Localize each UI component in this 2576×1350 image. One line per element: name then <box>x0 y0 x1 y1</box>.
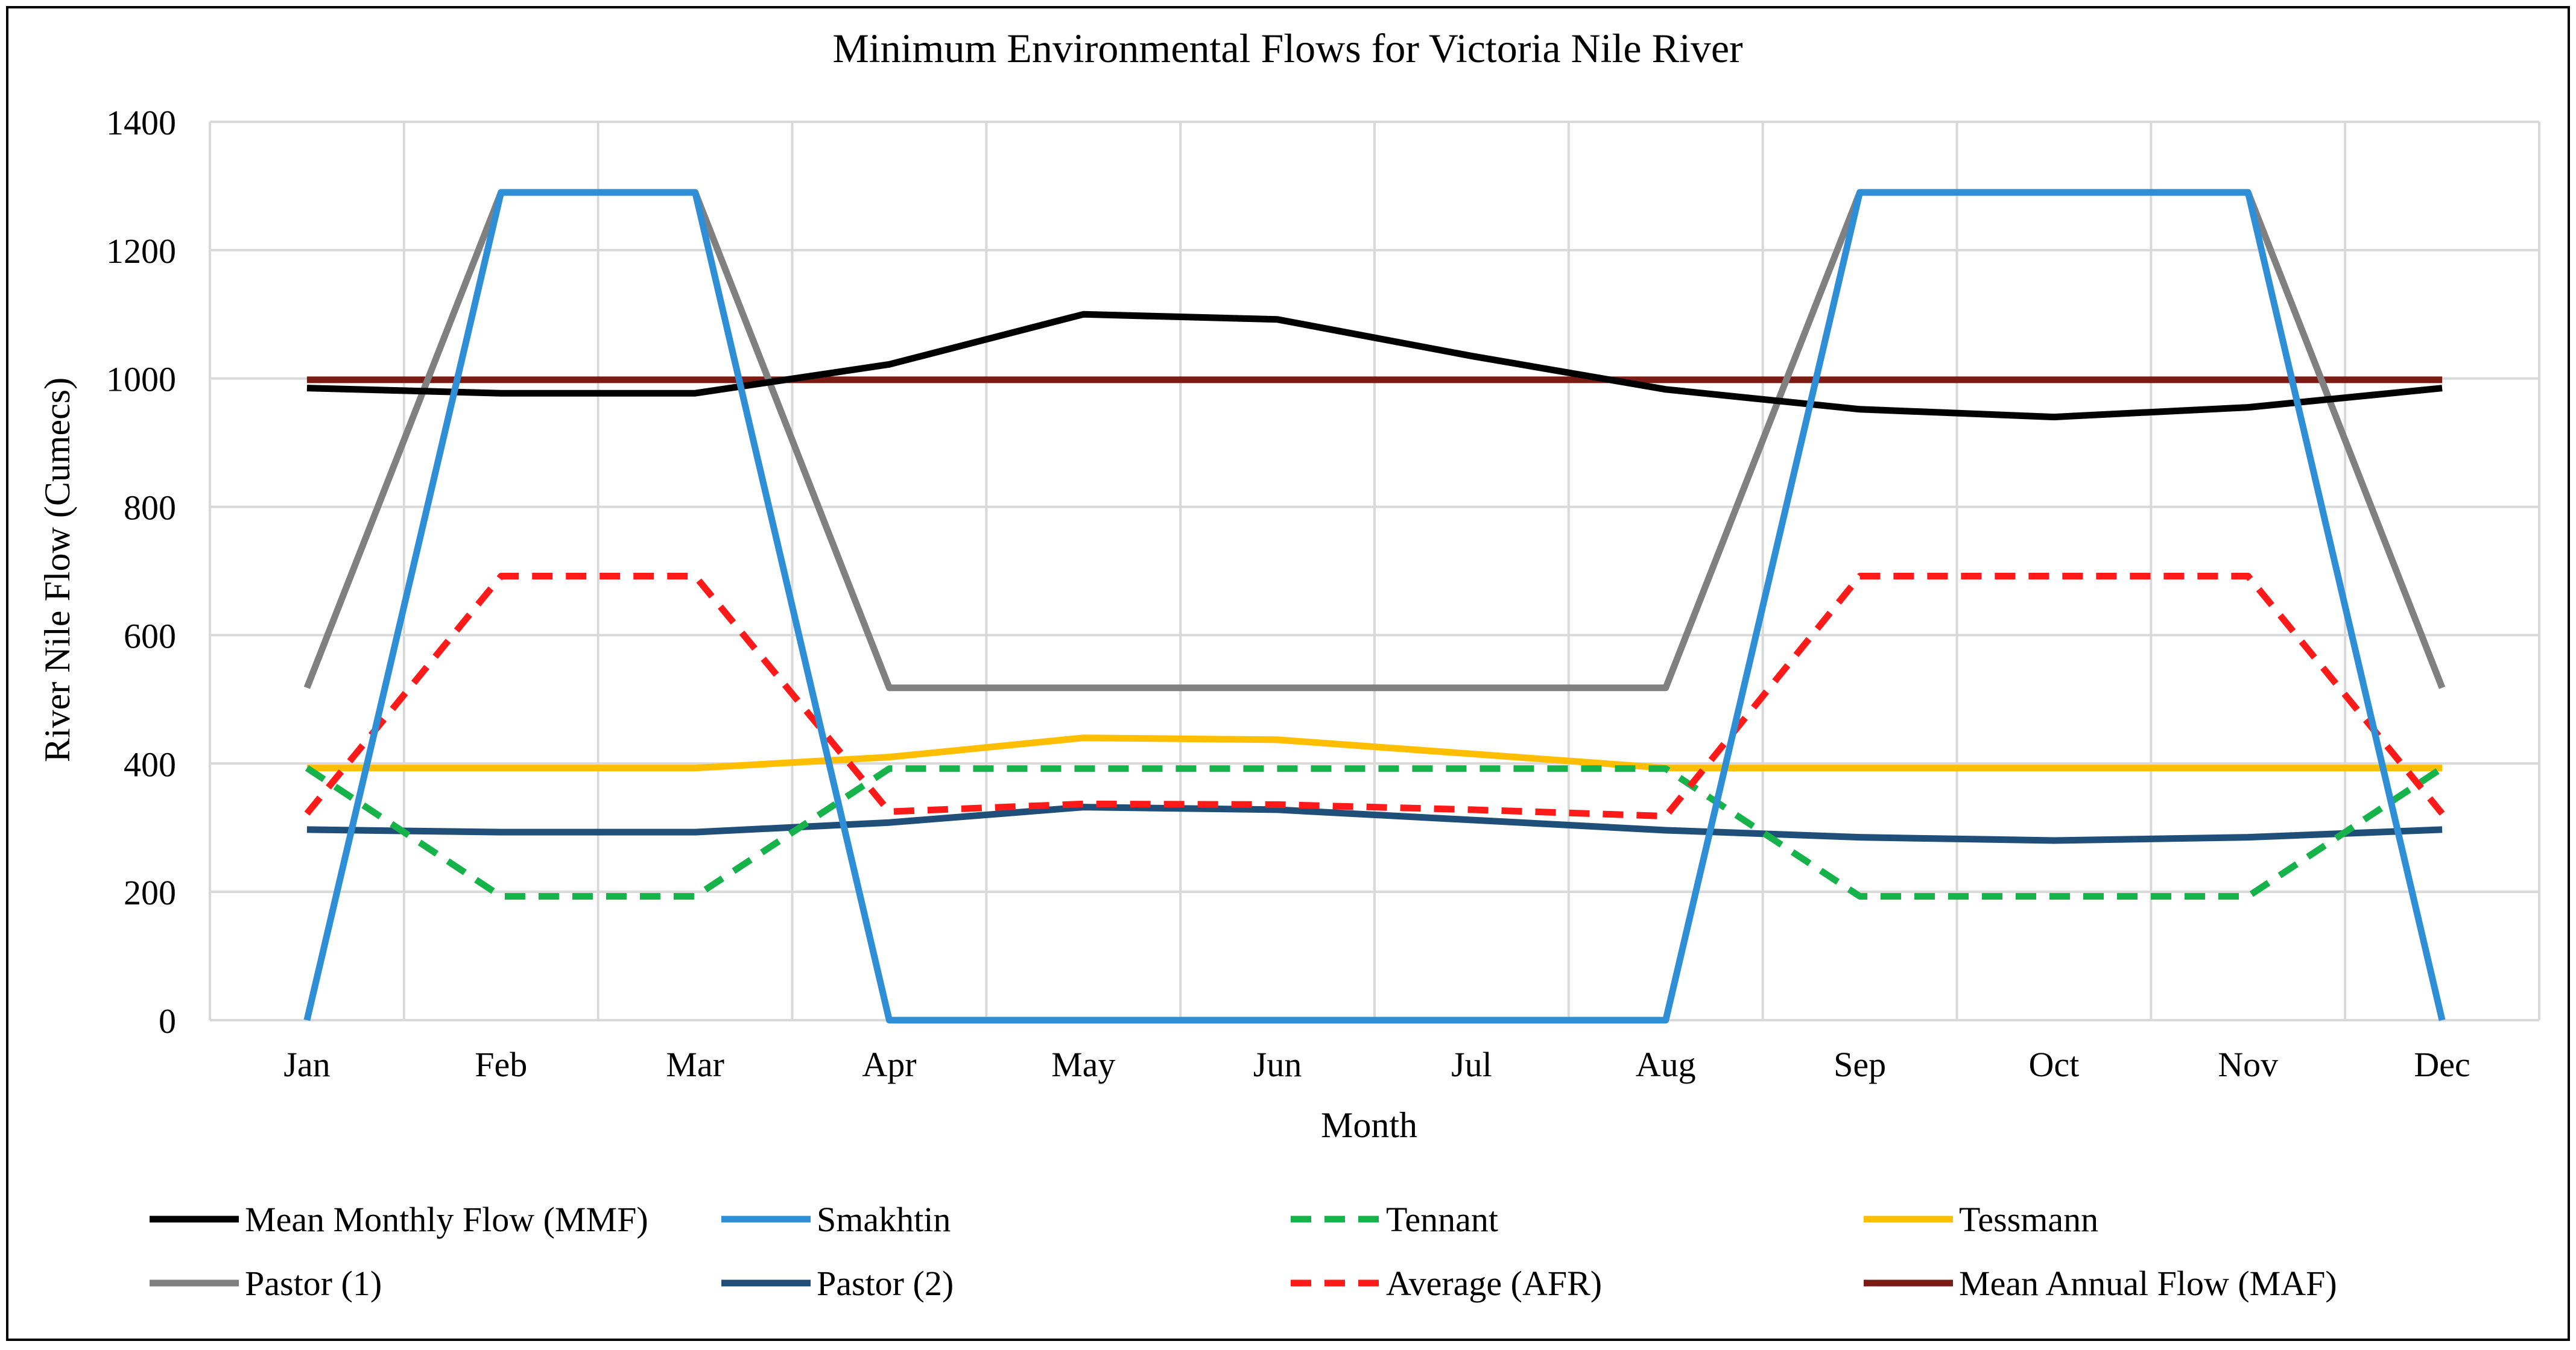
y-tick-label: 200 <box>124 873 176 912</box>
legend-label: Smakhtin <box>817 1200 951 1239</box>
chart-title: Minimum Environmental Flows for Victoria… <box>832 25 1743 71</box>
chart-border <box>6 6 2570 1341</box>
x-tick-label: Sep <box>1834 1045 1886 1084</box>
x-tick-label: Aug <box>1636 1045 1696 1084</box>
legend-label: Mean Monthly Flow (MMF) <box>245 1200 648 1239</box>
x-tick-label: Feb <box>475 1045 527 1084</box>
x-tick-label: May <box>1051 1045 1115 1084</box>
series-line-mean-monthly-flow-mmf <box>306 311 2443 421</box>
y-tick-label: 1000 <box>106 360 176 399</box>
x-tick-labels: Jan Feb Mar Apr May Jun Jul Aug Sep Oct Nov Dec <box>283 1045 2470 1084</box>
legend-label: Tessmann <box>1959 1200 2098 1239</box>
legend-item: Mean Annual Flow (MAF) <box>1864 1264 2337 1303</box>
legend-item: Pastor (1) <box>150 1264 382 1303</box>
y-tick-labels: 0 200 400 600 800 1000 1200 1400 <box>106 103 176 1041</box>
x-tick-label: Apr <box>862 1045 916 1084</box>
x-tick-label: Oct <box>2029 1045 2080 1084</box>
x-tick-label: Dec <box>2414 1045 2470 1084</box>
legend-label: Pastor (2) <box>817 1264 954 1303</box>
y-tick-label: 1200 <box>106 232 176 271</box>
legend-label: Mean Annual Flow (MAF) <box>1959 1264 2337 1303</box>
x-tick-label: Mar <box>666 1045 724 1084</box>
legend-label: Average (AFR) <box>1386 1264 1602 1303</box>
y-tick-label: 400 <box>124 745 176 784</box>
y-tick-label: 1400 <box>106 103 176 142</box>
y-tick-label: 800 <box>124 488 176 528</box>
y-axis-title: River Nile Flow (Cumecs) <box>37 377 77 762</box>
legend-item: Tennant <box>1291 1200 1498 1239</box>
legend-label: Pastor (1) <box>245 1264 382 1303</box>
legend: Mean Monthly Flow (MMF) Smakhtin Tennant Te… <box>150 1200 2337 1303</box>
x-tick-label: Jun <box>1253 1045 1302 1084</box>
series-line-average-afr <box>304 573 2445 820</box>
y-tick-label: 600 <box>124 616 176 655</box>
x-tick-label: Jul <box>1451 1045 1492 1084</box>
x-tick-label: Jan <box>283 1045 330 1084</box>
legend-item: Mean Monthly Flow (MMF) <box>150 1200 648 1239</box>
legend-item: Average (AFR) <box>1291 1264 1602 1303</box>
x-axis-title: Month <box>1321 1105 1417 1145</box>
legend-item: Pastor (2) <box>721 1264 954 1303</box>
x-tick-label: Nov <box>2218 1045 2278 1084</box>
series-line-tessmann <box>306 734 2443 772</box>
legend-item: Smakhtin <box>721 1200 951 1239</box>
legend-item: Tessmann <box>1864 1200 2098 1239</box>
series-line-smakhtin <box>303 189 2446 1024</box>
y-tick-label: 0 <box>159 1001 176 1041</box>
series-line-pastor-2 <box>306 804 2443 844</box>
series-line-tennant <box>305 765 2445 900</box>
legend-label: Tennant <box>1386 1200 1498 1239</box>
series-layer <box>303 189 2446 1024</box>
